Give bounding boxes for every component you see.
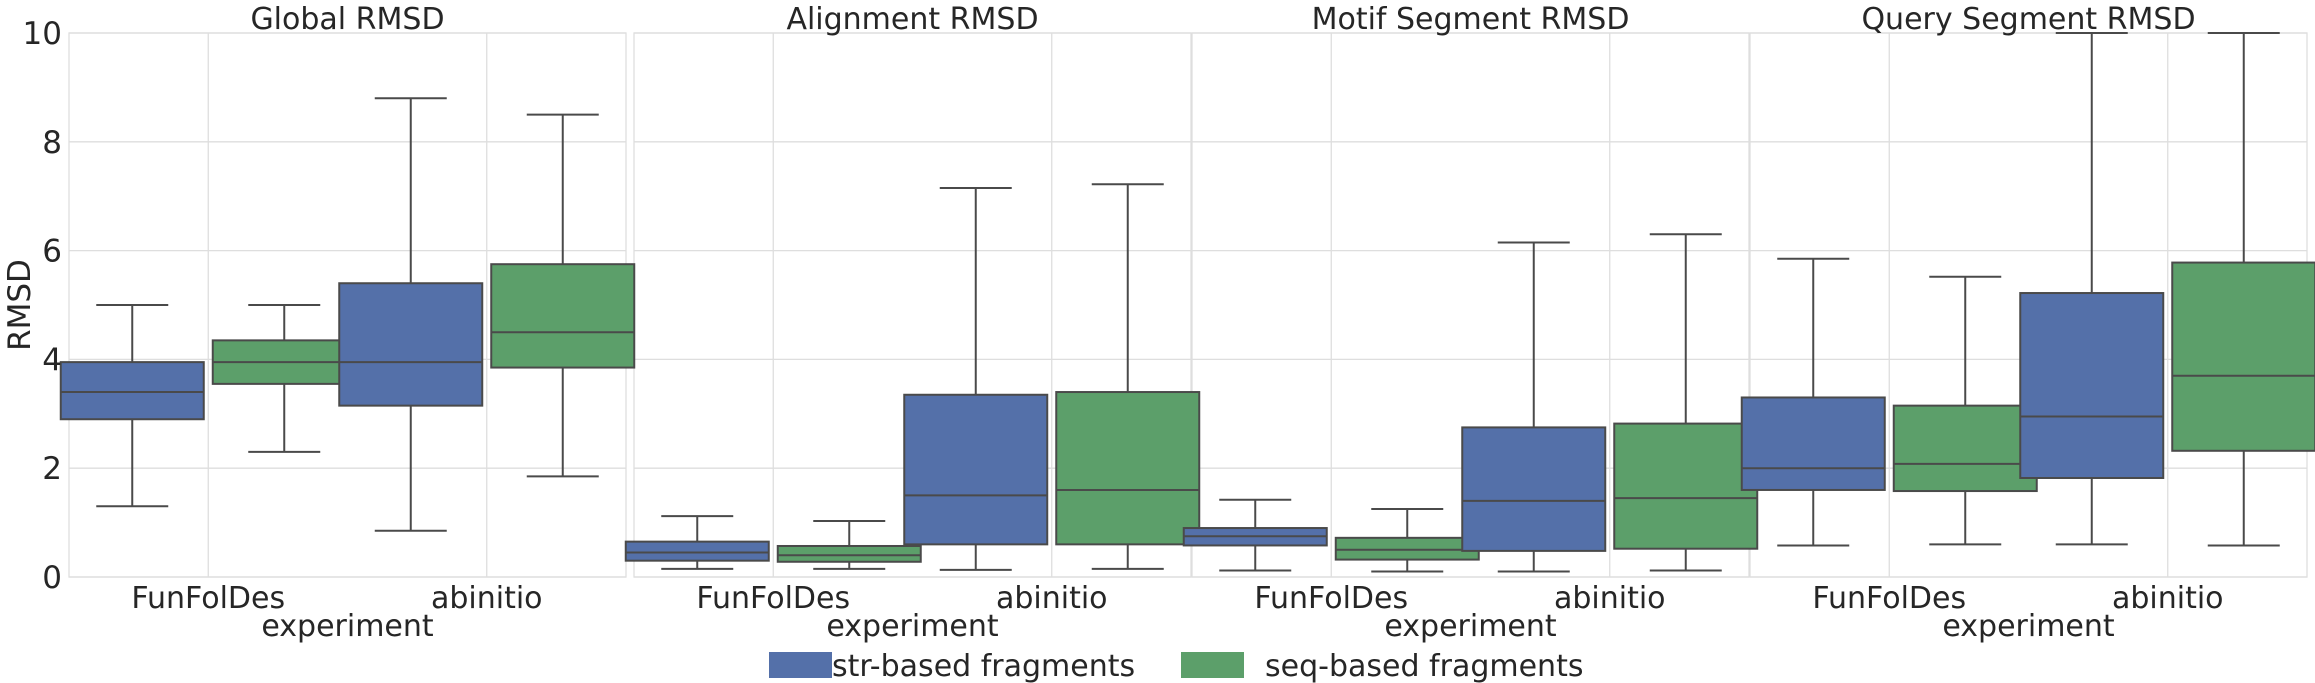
legend-swatch <box>1181 652 1244 678</box>
y-tick-label: 0 <box>42 560 62 596</box>
y-tick-label: 8 <box>42 125 62 161</box>
iqr-box <box>1892 404 2038 493</box>
panel-frame <box>1191 32 1750 578</box>
x-tick-label: abinitio <box>1554 581 1666 616</box>
box-abinitio-seq <box>1613 233 1759 572</box>
x-tick-label: FunFolDes <box>1812 581 1966 616</box>
x-tick-label: abinitio <box>996 581 1108 616</box>
box-FunFolDes-seq <box>1334 508 1480 573</box>
legend-item-str: str-based fragments <box>769 649 1135 683</box>
x-axis-label: experiment <box>261 609 434 644</box>
legend-item-seq: seq-based fragments <box>1181 649 1583 683</box>
iqr-box <box>59 361 205 421</box>
legend-swatch <box>769 652 832 678</box>
iqr-box <box>490 263 636 369</box>
box-FunFolDes-str <box>624 515 770 570</box>
panel-title: Query Segment RMSD <box>1861 2 2195 37</box>
box-FunFolDes-str <box>1182 498 1328 572</box>
iqr-box <box>1334 536 1480 561</box>
x-tick-label: FunFolDes <box>1254 581 1408 616</box>
legend: str-based fragments seq-based fragments <box>769 649 1583 683</box>
x-tick-label: FunFolDes <box>696 581 850 616</box>
iqr-box <box>2019 292 2165 479</box>
box-FunFolDes-seq <box>1892 275 2038 546</box>
box-abinitio-seq <box>2171 32 2315 547</box>
iqr-box <box>1055 391 1201 546</box>
box-abinitio-str <box>1461 241 1607 573</box>
iqr-box <box>1740 396 1886 491</box>
iqr-box <box>1461 426 1607 552</box>
iqr-box <box>1613 422 1759 550</box>
iqr-box <box>624 540 770 562</box>
box-abinitio-str <box>903 187 1049 571</box>
y-tick-label: 2 <box>42 451 62 487</box>
panel-title: Global RMSD <box>250 2 444 37</box>
legend-label: seq-based fragments <box>1265 649 1583 683</box>
y-axis-label: RMSD <box>2 259 38 351</box>
iqr-box <box>338 282 484 407</box>
iqr-box <box>903 393 1049 546</box>
iqr-box <box>2171 261 2315 452</box>
box-FunFolDes-str <box>1740 257 1886 547</box>
panel-title: Motif Segment RMSD <box>1312 2 1630 37</box>
y-tick-label: 6 <box>42 234 62 270</box>
y-tick-label: 4 <box>42 342 62 378</box>
x-tick-label: abinitio <box>431 581 543 616</box>
box-FunFolDes-seq <box>211 304 357 453</box>
panel-title: Alignment RMSD <box>786 2 1038 37</box>
x-tick-label: FunFolDes <box>131 581 285 616</box>
box-layer <box>59 32 2315 573</box>
box-abinitio-seq <box>1055 183 1201 570</box>
box-abinitio-str <box>2019 32 2165 546</box>
x-axis-label: experiment <box>1942 609 2115 644</box>
box-FunFolDes-str <box>59 304 205 508</box>
x-axis-label: experiment <box>1384 609 1557 644</box>
x-axis-label: experiment <box>826 609 999 644</box>
iqr-box <box>776 544 922 563</box>
y-tick-label: 10 <box>23 16 62 52</box>
box-abinitio-str <box>338 97 484 532</box>
x-tick-label: abinitio <box>2112 581 2224 616</box>
box-FunFolDes-seq <box>776 519 922 570</box>
box-abinitio-seq <box>490 113 636 478</box>
legend-label: str-based fragments <box>832 649 1135 683</box>
